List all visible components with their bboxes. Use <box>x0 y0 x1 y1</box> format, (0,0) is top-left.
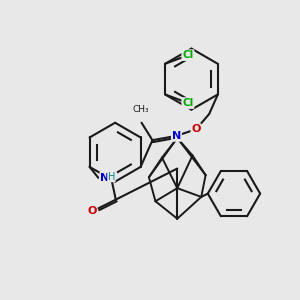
Text: Cl: Cl <box>182 50 194 60</box>
Text: Cl: Cl <box>182 98 194 108</box>
Text: N: N <box>100 173 110 183</box>
Text: O: O <box>191 124 201 134</box>
Text: N: N <box>172 131 181 141</box>
Text: O: O <box>87 206 97 215</box>
Text: H: H <box>108 172 115 182</box>
Text: CH₃: CH₃ <box>132 105 149 114</box>
